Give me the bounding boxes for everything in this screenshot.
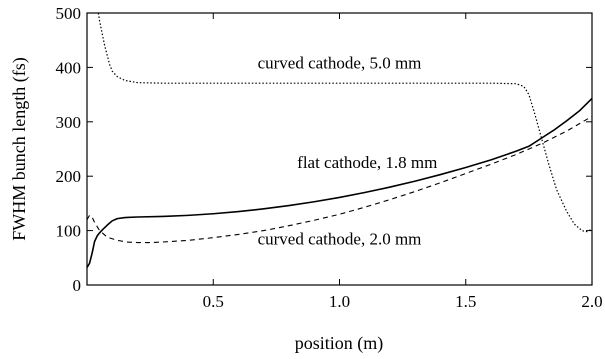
y-tick-label: 0 [73, 276, 82, 295]
annotation-layer: curved cathode, 5.0 mm flat cathode, 1.8 … [258, 53, 438, 248]
series-layer [86, 12, 593, 268]
series-line-dashed [86, 115, 593, 244]
series-annotation: flat cathode, 1.8 mm [297, 153, 437, 172]
y-tick-label: 300 [56, 113, 82, 132]
series-annotation: curved cathode, 2.0 mm [258, 230, 422, 249]
x-tick-label: 1.5 [455, 292, 476, 311]
x-tick-label: 0.5 [203, 292, 224, 311]
y-axis-title: FWHM bunch length (fs) [9, 57, 30, 240]
y-tick-label: 200 [56, 167, 82, 186]
y-tick-label: 400 [56, 58, 82, 77]
x-axis-ticks: 0.5 1.0 1.5 2.0 [203, 13, 603, 311]
series-annotation: curved cathode, 5.0 mm [258, 53, 422, 72]
x-tick-label: 1.0 [329, 292, 350, 311]
x-tick-label: 2.0 [581, 292, 602, 311]
series-line-dotted [97, 12, 593, 233]
series-line-solid [86, 97, 593, 268]
x-axis-title: position (m) [295, 333, 384, 354]
y-tick-label: 100 [56, 222, 82, 241]
y-axis-ticks: 0 100 200 300 400 500 [56, 4, 592, 295]
y-tick-label: 500 [56, 4, 82, 23]
